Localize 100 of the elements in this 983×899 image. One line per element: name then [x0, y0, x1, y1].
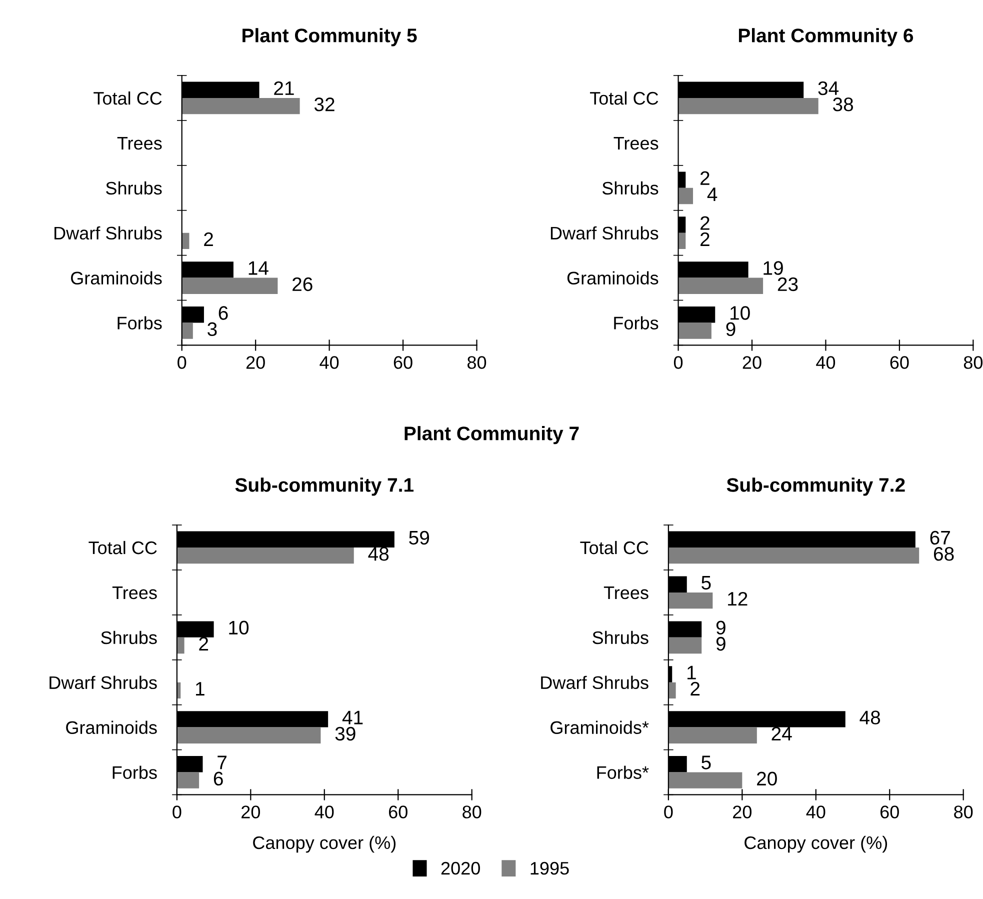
data-label: 41	[342, 710, 363, 724]
data-label: 34	[818, 81, 839, 96]
data-label: 48	[368, 547, 389, 561]
data-label: 5	[702, 756, 711, 770]
y-tick-label: Total CC	[94, 91, 162, 105]
y-tick-label: Dwarf Shrubs	[50, 676, 157, 690]
x-tick-label: 40	[806, 806, 826, 818]
x-tick-label: 0	[178, 356, 186, 369]
data-label: 68	[934, 547, 954, 561]
x-tick-label: 40	[314, 806, 334, 818]
bar	[678, 278, 764, 294]
x-tick-label: 80	[462, 806, 482, 818]
bar	[182, 98, 300, 114]
bar	[678, 188, 694, 204]
y-tick-label: Total CC	[88, 540, 157, 554]
x-tick-label: 60	[890, 356, 909, 369]
bar	[678, 98, 818, 114]
y-tick-label: Forbs	[118, 316, 162, 330]
data-label: 10	[229, 620, 249, 635]
x-tick-label: 20	[742, 356, 762, 369]
chart-title: Sub-community 7.2	[726, 478, 905, 496]
legend-label: 2020	[441, 862, 480, 875]
y-tick-label: Dwarf Shrubs	[54, 226, 162, 240]
x-tick-label: 80	[954, 806, 973, 818]
y-tick-label: Shrubs	[592, 630, 648, 644]
data-label: 39	[335, 726, 356, 741]
data-label: 12	[728, 592, 748, 606]
data-label: 6	[214, 772, 223, 786]
bar	[668, 727, 757, 744]
bar	[668, 637, 702, 654]
data-label: 4	[707, 188, 718, 202]
x-tick-label: 60	[880, 806, 899, 818]
data-label: 1	[196, 682, 204, 696]
y-tick-label: Shrubs	[602, 181, 658, 195]
bar	[176, 637, 184, 654]
data-label: 3	[208, 322, 217, 336]
x-axis-title: Canopy cover (%)	[744, 836, 888, 853]
y-tick-label: Dwarf Shrubs	[550, 226, 658, 240]
x-tick-label: 0	[172, 806, 182, 818]
data-label: 23	[778, 277, 798, 292]
x-tick-label: 20	[242, 806, 260, 818]
y-tick-label: Total CC	[580, 540, 648, 554]
x-tick-label: 60	[394, 356, 412, 369]
data-label: 2	[690, 682, 700, 696]
data-label: 1	[688, 666, 696, 680]
bar	[668, 772, 742, 788]
data-label: 59	[409, 530, 430, 545]
y-tick-label: Graminoids	[567, 271, 658, 285]
text: Plant Community 7	[404, 426, 579, 444]
data-label: 2	[700, 216, 710, 230]
y-tick-label: Forbs*	[597, 766, 649, 779]
y-tick-label: Graminoids*	[550, 720, 649, 734]
bar	[668, 682, 676, 699]
y-tick-label: Graminoids	[66, 720, 157, 734]
x-tick-label: 60	[388, 806, 408, 818]
x-tick-label: 0	[664, 806, 673, 818]
bar	[182, 278, 278, 294]
y-tick-label: Trees	[614, 137, 658, 150]
data-label: 6	[218, 306, 228, 320]
bar	[176, 547, 354, 564]
bar	[668, 547, 920, 564]
bar	[176, 727, 321, 744]
bar	[182, 322, 193, 339]
x-tick-label: 80	[468, 356, 486, 369]
x-tick-label: 80	[964, 356, 983, 369]
y-tick-label: Forbs	[112, 766, 157, 779]
data-label: 21	[274, 81, 294, 95]
data-label: 2	[700, 171, 710, 185]
y-tick-label: Shrubs	[101, 630, 157, 644]
data-label: 38	[832, 98, 854, 112]
y-tick-label: Total CC	[590, 91, 658, 105]
chart-title: Sub-community 7.1	[235, 478, 414, 496]
bar	[678, 322, 712, 339]
data-label: 32	[314, 98, 334, 112]
x-axis-title: Canopy cover (%)	[253, 836, 396, 853]
data-label: 10	[730, 306, 750, 320]
bar	[668, 592, 713, 609]
data-label: 2	[700, 232, 710, 246]
y-tick-label: Forbs	[614, 316, 658, 330]
y-tick-label: Dwarf Shrubs	[541, 676, 648, 690]
y-tick-label: Shrubs	[106, 181, 162, 195]
y-tick-label: Trees	[117, 137, 162, 150]
y-tick-label: Trees	[112, 586, 157, 600]
data-label: 2	[204, 232, 213, 246]
x-tick-label: 40	[816, 356, 836, 369]
data-label: 24	[772, 726, 792, 740]
x-tick-label: 20	[733, 806, 752, 818]
data-label: 48	[860, 710, 880, 724]
data-label: 2	[199, 636, 208, 651]
x-tick-label: 20	[246, 356, 265, 369]
legend-label: 1995	[530, 862, 569, 875]
data-label: 9	[716, 636, 726, 651]
data-label: 14	[248, 261, 268, 275]
x-tick-label: 40	[320, 356, 339, 369]
data-label: 67	[930, 530, 950, 545]
chart-title: Plant Community 5	[242, 28, 417, 46]
x-tick-label: 0	[674, 356, 683, 369]
chart-title: Plant Community 6	[738, 28, 914, 46]
y-tick-label: Graminoids	[71, 271, 162, 285]
y-tick-label: Trees	[604, 586, 648, 600]
